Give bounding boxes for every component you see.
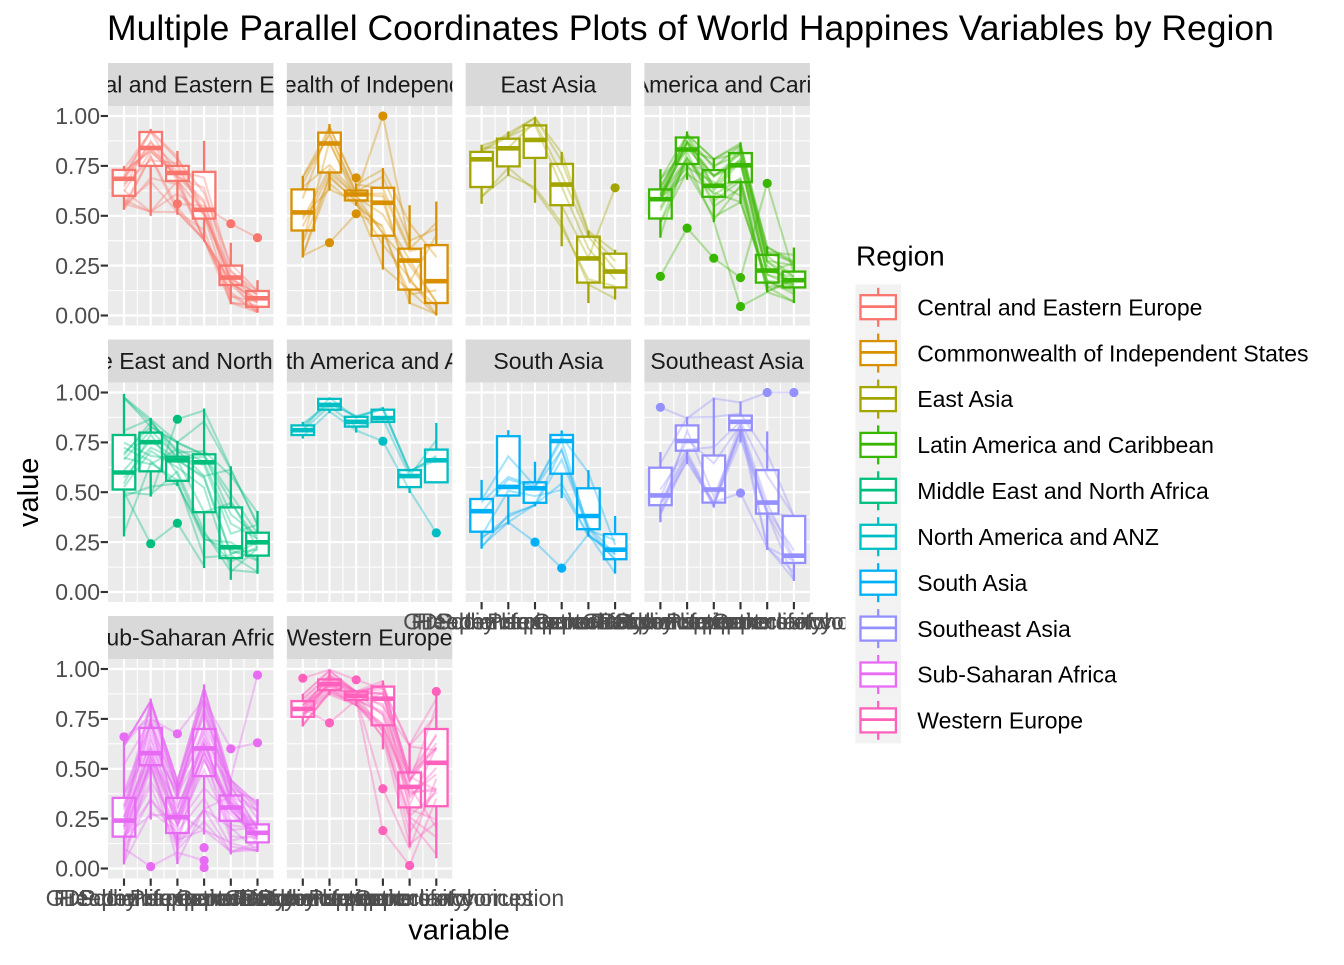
svg-text:Perceptions of corruption: Perceptions of corruption (487, 609, 743, 635)
svg-text:0.25: 0.25 (55, 806, 100, 832)
svg-text:0.75: 0.75 (55, 430, 100, 456)
svg-text:Multiple Parallel Coordinates: Multiple Parallel Coordinates Plots of W… (107, 8, 1274, 48)
svg-text:0.50: 0.50 (55, 756, 100, 782)
svg-text:0.00: 0.00 (55, 579, 100, 605)
svg-text:value: value (13, 458, 45, 527)
svg-text:Healthy life expectancy: Healthy life expectancy (417, 609, 654, 635)
svg-text:Western Europe: Western Europe (917, 708, 1083, 734)
svg-text:Western Europe: Western Europe (287, 625, 453, 651)
svg-text:Freedom to make life choices: Freedom to make life choices (233, 885, 533, 911)
svg-text:Generosity: Generosity (354, 885, 466, 911)
svg-text:0.75: 0.75 (55, 706, 100, 732)
svg-text:Healthy life expectancy: Healthy life expectancy (596, 609, 833, 635)
svg-text:North America and ANZ: North America and ANZ (249, 348, 491, 374)
svg-text:variable: variable (408, 915, 510, 947)
svg-text:Freedom to make life choices: Freedom to make life choices (411, 609, 711, 635)
svg-text:Central and Eastern Europe: Central and Eastern Europe (917, 294, 1202, 320)
svg-text:Sub-Saharan Africa: Sub-Saharan Africa (917, 662, 1117, 688)
svg-text:Latin America and Caribbean: Latin America and Caribbean (579, 72, 876, 98)
svg-text:Social support: Social support (257, 885, 403, 911)
svg-text:Southeast Asia: Southeast Asia (650, 348, 804, 374)
svg-text:0.00: 0.00 (55, 303, 100, 329)
svg-text:1.00: 1.00 (55, 656, 100, 682)
svg-text:Southeast Asia: Southeast Asia (917, 616, 1071, 642)
svg-text:Commonwealth of Independent St: Commonwealth of Independent States (174, 72, 565, 98)
svg-text:GDP per capita: GDP per capita (403, 609, 560, 635)
svg-text:South Asia: South Asia (493, 348, 603, 374)
svg-text:Social support: Social support (614, 609, 760, 635)
svg-text:Healthy life expectancy: Healthy life expectancy (59, 885, 296, 911)
svg-text:Latin America and Caribbean: Latin America and Caribbean (917, 432, 1214, 458)
svg-text:Middle East and North Africa: Middle East and North Africa (917, 478, 1209, 504)
svg-text:1.00: 1.00 (55, 380, 100, 406)
svg-text:Sub-Saharan Africa: Sub-Saharan Africa (91, 625, 291, 651)
svg-text:Generosity: Generosity (533, 609, 645, 635)
svg-text:East Asia: East Asia (500, 72, 596, 98)
svg-text:Middle East and North Africa: Middle East and North Africa (45, 348, 337, 374)
svg-text:Perceptions of corruption: Perceptions of corruption (666, 609, 922, 635)
svg-text:1.00: 1.00 (55, 103, 100, 129)
svg-text:Social support: Social support (78, 885, 224, 911)
svg-text:GDP per capita: GDP per capita (46, 885, 203, 911)
svg-text:Healthy life expectancy: Healthy life expectancy (238, 885, 475, 911)
svg-text:0.50: 0.50 (55, 203, 100, 229)
svg-text:GDP per capita: GDP per capita (224, 885, 381, 911)
svg-text:0.25: 0.25 (55, 253, 100, 279)
svg-text:Central and Eastern Europe: Central and Eastern Europe (48, 72, 333, 98)
svg-text:Perceptions of corruption: Perceptions of corruption (130, 885, 386, 911)
svg-text:0.75: 0.75 (55, 153, 100, 179)
svg-text:0.50: 0.50 (55, 479, 100, 505)
svg-text:Freedom to make life choices: Freedom to make life choices (590, 609, 890, 635)
svg-text:0.00: 0.00 (55, 856, 100, 882)
svg-text:North America and ANZ: North America and ANZ (917, 524, 1159, 550)
svg-text:South Asia: South Asia (917, 570, 1027, 596)
svg-text:Generosity: Generosity (175, 885, 287, 911)
svg-text:Freedom to make life choices: Freedom to make life choices (54, 885, 354, 911)
svg-text:GDP per capita: GDP per capita (582, 609, 739, 635)
svg-text:0.25: 0.25 (55, 529, 100, 555)
svg-text:Region: Region (856, 240, 945, 271)
svg-text:Generosity: Generosity (712, 609, 824, 635)
svg-text:Commonwealth of Independent St: Commonwealth of Independent States (917, 340, 1308, 366)
svg-text:Perceptions of corruption: Perceptions of corruption (308, 885, 564, 911)
svg-text:East Asia: East Asia (917, 386, 1013, 412)
svg-text:Social support: Social support (435, 609, 581, 635)
